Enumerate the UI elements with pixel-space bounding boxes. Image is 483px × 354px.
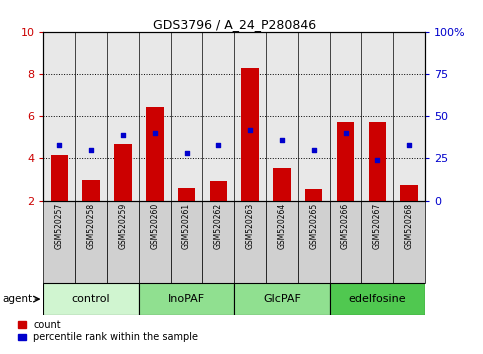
Point: [119, 132, 127, 138]
Bar: [329, 283, 425, 315]
Bar: [337, 121, 355, 201]
Text: GSM520266: GSM520266: [341, 203, 350, 249]
Text: GSM520261: GSM520261: [182, 203, 191, 249]
Bar: [305, 189, 323, 201]
Bar: [273, 168, 291, 201]
Text: GSM520265: GSM520265: [309, 203, 318, 249]
Bar: [75, 201, 107, 283]
Text: InoPAF: InoPAF: [168, 294, 205, 304]
Bar: [234, 283, 330, 315]
Bar: [83, 179, 100, 201]
Bar: [242, 68, 259, 201]
Text: GDS3796 / A_24_P280846: GDS3796 / A_24_P280846: [153, 18, 316, 31]
Bar: [146, 107, 164, 201]
Point: [246, 127, 254, 133]
Bar: [298, 201, 330, 283]
Text: GlcPAF: GlcPAF: [263, 294, 301, 304]
Bar: [107, 201, 139, 283]
Bar: [202, 201, 234, 283]
Text: edelfosine: edelfosine: [349, 294, 406, 304]
Point: [56, 142, 63, 148]
Point: [373, 157, 381, 163]
Bar: [266, 201, 298, 283]
Bar: [361, 201, 393, 283]
Text: GSM520257: GSM520257: [55, 203, 64, 249]
Text: GSM520263: GSM520263: [246, 203, 255, 249]
Bar: [114, 144, 132, 201]
Bar: [369, 121, 386, 201]
Point: [278, 137, 286, 143]
Bar: [210, 181, 227, 201]
Text: control: control: [72, 294, 111, 304]
Point: [151, 130, 158, 136]
Text: GSM520267: GSM520267: [373, 203, 382, 249]
Bar: [329, 201, 361, 283]
Legend: count, percentile rank within the sample: count, percentile rank within the sample: [18, 320, 199, 342]
Text: GSM520260: GSM520260: [150, 203, 159, 249]
Bar: [51, 155, 68, 201]
Text: GSM520268: GSM520268: [405, 203, 413, 249]
Bar: [234, 201, 266, 283]
Point: [87, 147, 95, 153]
Text: GSM520264: GSM520264: [277, 203, 286, 249]
Point: [214, 142, 222, 148]
Bar: [178, 188, 195, 201]
Bar: [393, 201, 425, 283]
Bar: [400, 185, 418, 201]
Point: [310, 147, 318, 153]
Bar: [139, 283, 234, 315]
Point: [183, 150, 190, 156]
Point: [405, 142, 413, 148]
Point: [341, 130, 349, 136]
Bar: [170, 201, 202, 283]
Text: GSM520262: GSM520262: [214, 203, 223, 249]
Bar: [43, 283, 139, 315]
Text: GSM520258: GSM520258: [86, 203, 96, 249]
Bar: [43, 201, 75, 283]
Text: GSM520259: GSM520259: [118, 203, 128, 249]
Text: agent: agent: [2, 294, 32, 304]
Bar: [139, 201, 170, 283]
